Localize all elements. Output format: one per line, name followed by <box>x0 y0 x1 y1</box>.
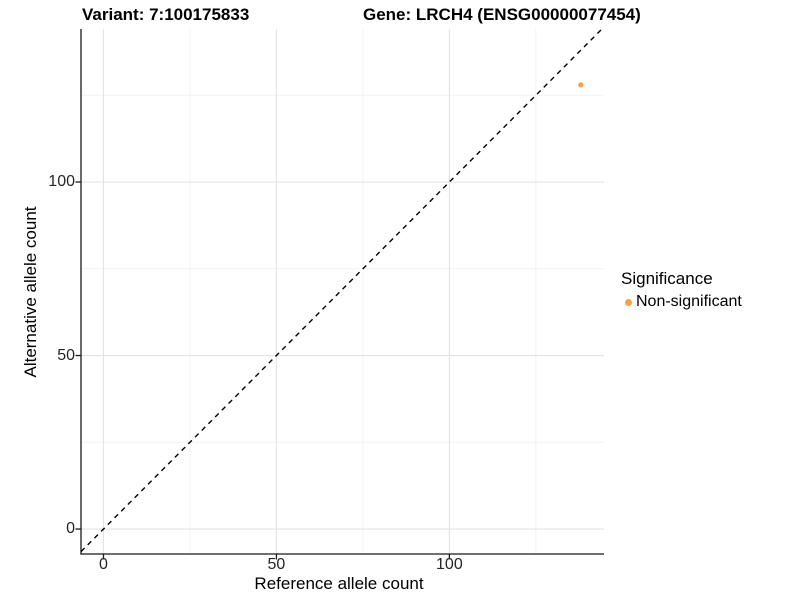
legend-item: Non-significant <box>621 293 742 311</box>
legend: Significance Non-significant <box>621 269 742 311</box>
x-tick-label: 0 <box>99 556 108 573</box>
legend-title: Significance <box>621 269 713 288</box>
legend-point-icon <box>624 298 632 306</box>
data-point <box>578 82 584 88</box>
y-tick-label: 0 <box>66 520 75 538</box>
legend-item-label: Non-significant <box>636 293 742 310</box>
gene-title: Gene: LRCH4 (ENSG00000077454) <box>363 5 641 24</box>
y-tick-label: 50 <box>57 346 75 364</box>
x-axis-title: Reference allele count <box>254 574 424 593</box>
variant-title: Variant: 7:100175833 <box>82 5 250 24</box>
y-tick-label: 100 <box>48 173 75 191</box>
x-tick-label: 50 <box>267 556 286 573</box>
y-axis-title: Alternative allele count <box>21 206 40 378</box>
legend-key <box>621 295 635 309</box>
identity-dashed-line <box>80 28 603 553</box>
legend-items: Non-significant <box>621 293 742 311</box>
x-tick-label: 100 <box>436 556 463 573</box>
